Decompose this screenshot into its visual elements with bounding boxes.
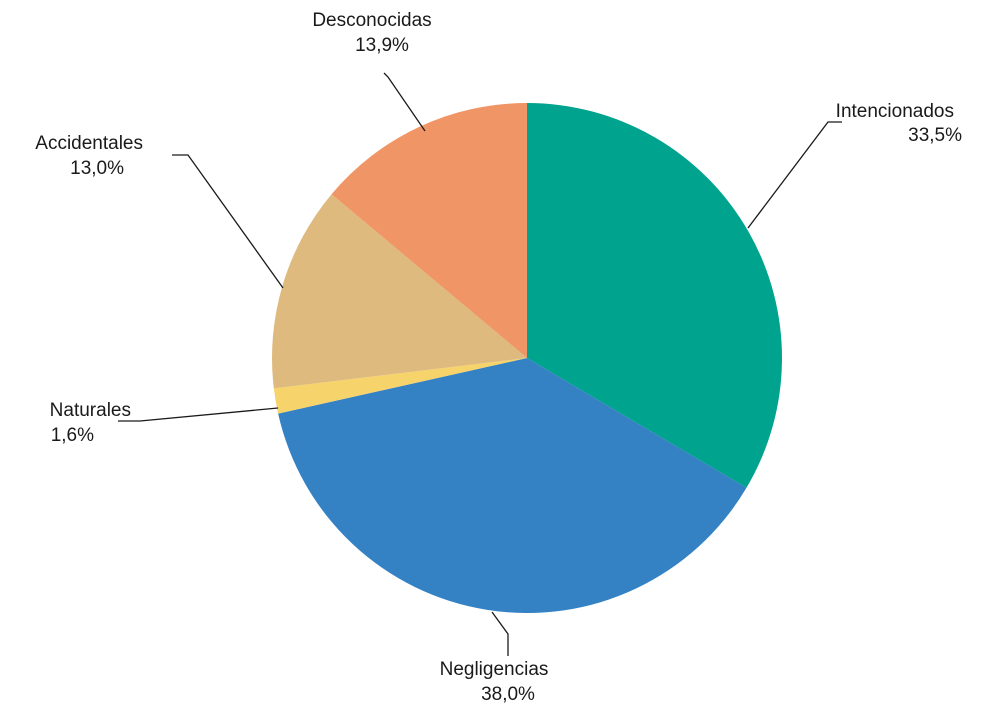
pie-slice-naturales <box>273 358 527 414</box>
leader-line-accidentales <box>172 154 284 289</box>
leader-line-desconocidas <box>383 72 426 132</box>
label-negligencias-name: Negligencias <box>440 659 549 680</box>
pie-slice-negligencias <box>278 358 747 614</box>
label-accidentales-value: 13,0% <box>70 158 124 179</box>
label-negligencias-value: 38,0% <box>481 684 535 705</box>
pie-slice-intencionados <box>527 103 783 488</box>
leader-line-intencionados <box>747 121 842 229</box>
leader-line-negligencias <box>491 611 509 656</box>
label-naturales-name: Naturales <box>50 400 131 421</box>
label-accidentales-name: Accidentales <box>35 133 143 154</box>
label-intencionados-value: 33,5% <box>908 125 962 146</box>
pie-slice-accidentales <box>271 194 527 389</box>
leader-line-naturales <box>118 407 279 422</box>
pie-slice-desconocidas <box>331 103 527 358</box>
label-desconocidas-name: Desconocidas <box>312 10 431 31</box>
leader-lines <box>118 72 842 656</box>
label-intencionados-name: Intencionados <box>836 101 954 122</box>
label-desconocidas-value: 13,9% <box>355 35 409 56</box>
pie-slices <box>271 103 783 614</box>
label-naturales-value: 1,6% <box>51 425 94 446</box>
